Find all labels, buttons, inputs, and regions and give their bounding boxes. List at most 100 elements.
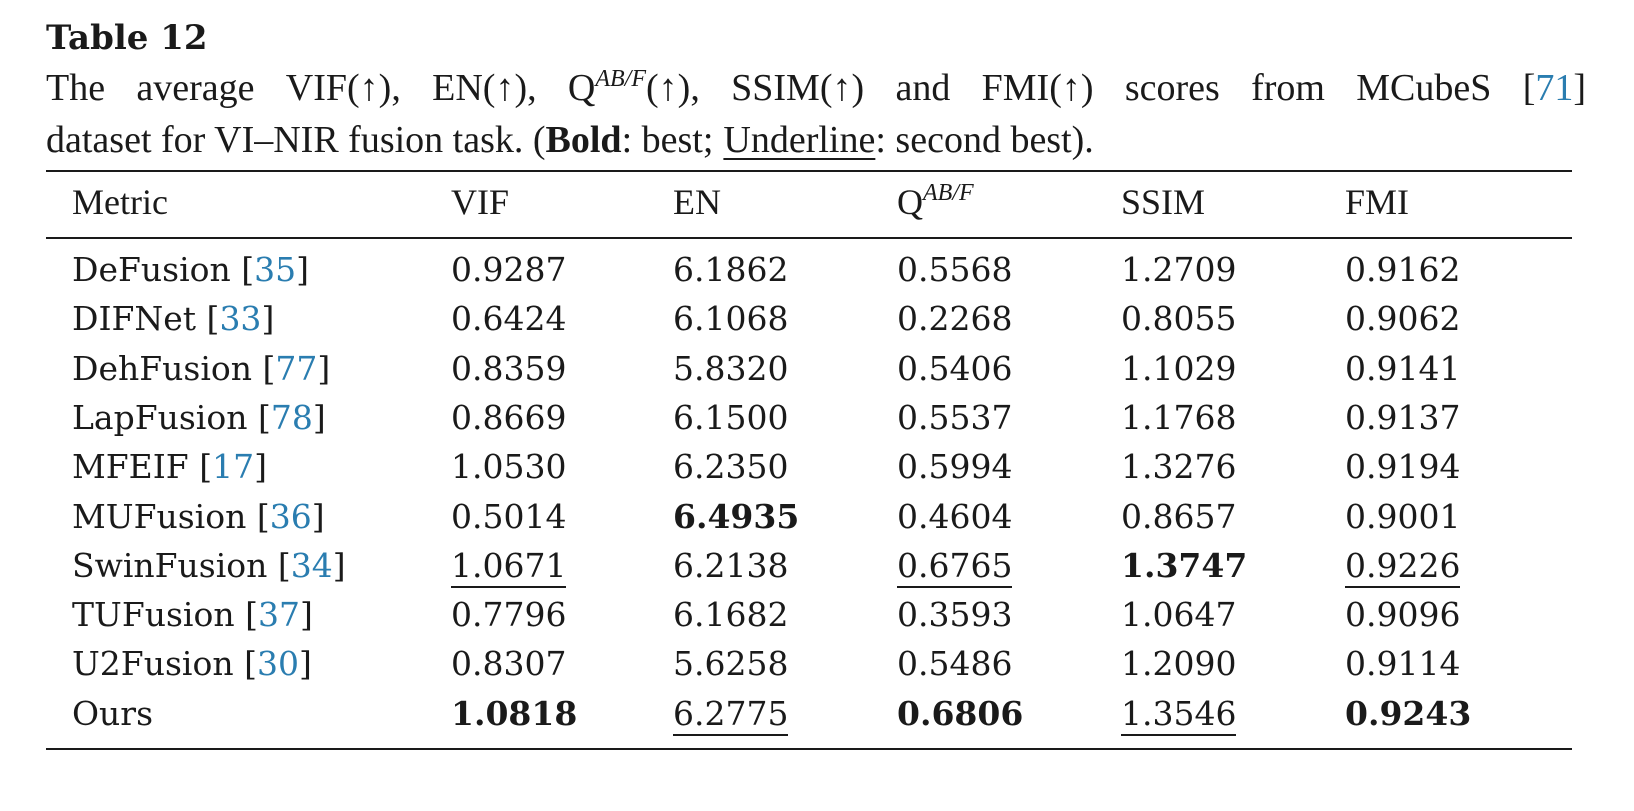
- header-ssim: SSIM: [1121, 182, 1206, 222]
- value-ssim: 1.1768: [1121, 398, 1237, 437]
- value-fmi: 0.9137: [1345, 398, 1461, 437]
- value-en: 6.2775: [673, 692, 789, 736]
- header-fmi: FMI: [1345, 182, 1410, 222]
- value-en: 5.8320: [673, 349, 789, 388]
- table-top-rule: [46, 170, 1572, 172]
- value-vif: 1.0530: [451, 447, 567, 486]
- table-bottom-rule: [46, 748, 1572, 750]
- caption-line-2: dataset for VI–NIR fusion task. (Bold: b…: [46, 114, 1586, 166]
- citation-link[interactable]: 33: [219, 299, 262, 338]
- citation-link[interactable]: 36: [269, 497, 312, 536]
- caption-word: MCubeS: [1356, 67, 1492, 109]
- value-vif: 1.0818: [451, 694, 578, 733]
- value-fmi: 0.9194: [1345, 447, 1461, 486]
- method-name: U2Fusion [30]: [72, 644, 312, 683]
- value-en: 6.2350: [673, 447, 789, 486]
- caption-word: FMI(↑): [981, 67, 1094, 109]
- caption-word: scores: [1124, 67, 1220, 109]
- value-vif: 0.9287: [451, 250, 567, 289]
- value-fmi: 0.9114: [1345, 644, 1461, 683]
- value-ssim: 1.0647: [1121, 595, 1237, 634]
- value-en: 6.4935: [673, 497, 800, 536]
- citation-link[interactable]: 17: [212, 447, 255, 486]
- value-fmi: 0.9062: [1345, 299, 1461, 338]
- caption-word: The: [46, 67, 106, 109]
- caption-text: : best;: [621, 119, 714, 161]
- value-en: 5.6258: [673, 644, 789, 683]
- caption-q-metric: QAB/F(↑),: [567, 66, 700, 109]
- value-fmi: 0.9141: [1345, 349, 1461, 388]
- value-ssim: 0.8055: [1121, 299, 1237, 338]
- value-ssim: 1.1029: [1121, 349, 1237, 388]
- header-en: EN: [673, 182, 721, 222]
- table-title: Table 12: [46, 18, 208, 58]
- method-name: MUFusion [36]: [72, 497, 325, 536]
- caption-bold-word: Bold: [545, 119, 622, 161]
- value-fmi: 0.9162: [1345, 250, 1461, 289]
- value-fmi: 0.9226: [1345, 544, 1461, 588]
- value-q: 0.6806: [897, 694, 1024, 733]
- citation-link[interactable]: 37: [257, 595, 300, 634]
- value-ssim: 1.2090: [1121, 644, 1237, 683]
- value-q: 0.2268: [897, 299, 1013, 338]
- value-vif: 1.0671: [451, 544, 567, 588]
- header-qabf: QAB/F: [897, 180, 974, 222]
- citation-link[interactable]: 78: [270, 398, 313, 437]
- value-q: 0.6765: [897, 544, 1013, 588]
- table-caption: Table 12 The average VIF(↑), EN(↑), QAB/…: [46, 14, 1586, 166]
- value-q: 0.5568: [897, 250, 1013, 289]
- method-name: DeFusion [35]: [72, 250, 309, 289]
- citation-link[interactable]: 71: [1535, 67, 1574, 109]
- value-ssim: 0.8657: [1121, 497, 1237, 536]
- table-header-rule: [46, 237, 1572, 239]
- value-fmi: 0.9001: [1345, 497, 1461, 536]
- value-en: 6.1682: [673, 595, 789, 634]
- value-q: 0.5994: [897, 447, 1013, 486]
- caption-word: average: [136, 67, 255, 109]
- value-fmi: 0.9096: [1345, 595, 1461, 634]
- caption-word: from: [1251, 67, 1325, 109]
- method-name: TUFusion [37]: [72, 595, 313, 634]
- caption-text: dataset for VI–NIR fusion task. (: [46, 119, 546, 161]
- method-name: DIFNet [33]: [72, 299, 275, 338]
- header-metric: Metric: [72, 182, 168, 222]
- value-vif: 0.8359: [451, 349, 567, 388]
- value-ssim: 1.3276: [1121, 447, 1237, 486]
- caption-line-1: The average VIF(↑), EN(↑), QAB/F(↑), SSI…: [46, 62, 1586, 114]
- method-name: LapFusion [78]: [72, 398, 326, 437]
- value-vif: 0.6424: [451, 299, 567, 338]
- value-q: 0.5537: [897, 398, 1013, 437]
- caption-word: and: [895, 67, 951, 109]
- header-vif: VIF: [451, 182, 510, 222]
- value-q: 0.5406: [897, 349, 1013, 388]
- value-q: 0.4604: [897, 497, 1013, 536]
- method-name: Ours: [72, 694, 154, 733]
- value-en: 6.1068: [673, 299, 789, 338]
- method-name: SwinFusion [34]: [72, 546, 346, 585]
- caption-citation[interactable]: [71]: [1522, 67, 1586, 109]
- value-vif: 0.8669: [451, 398, 567, 437]
- value-vif: 0.5014: [451, 497, 567, 536]
- citation-link[interactable]: 30: [256, 644, 299, 683]
- value-q: 0.5486: [897, 644, 1013, 683]
- caption-text: : second best).: [875, 119, 1094, 161]
- value-fmi: 0.9243: [1345, 694, 1472, 733]
- caption-word: EN(↑),: [432, 67, 537, 109]
- citation-link[interactable]: 35: [254, 250, 297, 289]
- value-ssim: 1.3747: [1121, 546, 1248, 585]
- value-vif: 0.8307: [451, 644, 567, 683]
- value-q: 0.3593: [897, 595, 1013, 634]
- value-vif: 0.7796: [451, 595, 567, 634]
- method-name: MFEIF [17]: [72, 447, 267, 486]
- value-en: 6.1500: [673, 398, 789, 437]
- citation-link[interactable]: 34: [290, 546, 333, 585]
- value-en: 6.1862: [673, 250, 789, 289]
- value-ssim: 1.3546: [1121, 692, 1237, 736]
- value-en: 6.2138: [673, 546, 789, 585]
- method-name: DehFusion [77]: [72, 349, 331, 388]
- caption-word: SSIM(↑): [731, 67, 865, 109]
- caption-underline-word: Underline: [723, 119, 876, 161]
- caption-word: VIF(↑),: [285, 67, 401, 109]
- value-ssim: 1.2709: [1121, 250, 1237, 289]
- citation-link[interactable]: 77: [275, 349, 318, 388]
